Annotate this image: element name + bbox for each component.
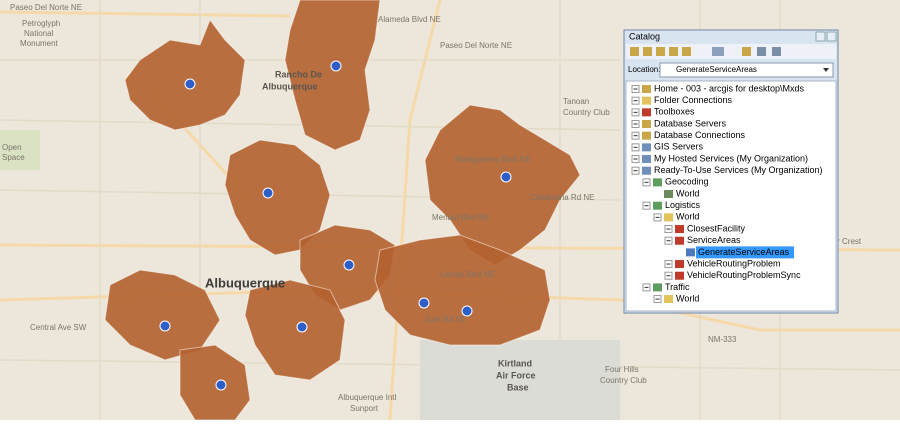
tree-icon xyxy=(664,295,673,304)
tree-item[interactable]: Geocoding xyxy=(665,177,709,187)
map-label: Central Ave SW xyxy=(30,323,87,332)
tree-icon xyxy=(642,166,651,175)
map-label: Menaul Blvd NE xyxy=(432,213,489,222)
view-button[interactable] xyxy=(712,47,724,56)
map-label: Air Force xyxy=(496,370,536,380)
map-label: Open xyxy=(2,143,22,152)
tree-icon xyxy=(653,283,662,292)
tree-item[interactable]: World xyxy=(676,293,699,303)
forward-button[interactable] xyxy=(643,47,652,56)
map-label: Albuquerque xyxy=(262,81,318,91)
service-areas xyxy=(104,0,581,421)
tree-icon xyxy=(642,120,651,129)
map-label: Paseo Del Norte NE xyxy=(440,41,512,50)
tree-icon xyxy=(675,271,684,280)
tree-item[interactable]: Folder Connections xyxy=(654,95,733,105)
map-label: Country Club xyxy=(600,376,647,385)
map-labels: Paseo Del Norte NE Petroglyph National M… xyxy=(2,3,862,413)
map-label: Lomas Blvd NE xyxy=(440,270,495,279)
tree-icon xyxy=(675,236,684,245)
tree-icon xyxy=(642,96,651,105)
up-button[interactable] xyxy=(656,47,665,56)
tree-icon xyxy=(675,225,684,234)
selection xyxy=(696,246,794,259)
map-label: Four Hills xyxy=(605,365,639,374)
map-label: National xyxy=(24,29,54,38)
map-label: Alameda Blvd NE xyxy=(378,15,441,24)
tree-item[interactable]: Ready-To-Use Services (My Organization) xyxy=(654,165,823,175)
toolbar xyxy=(626,44,836,59)
tree-icon xyxy=(642,85,651,93)
map-label: Albuquerque Intl xyxy=(338,393,396,402)
close-button[interactable] xyxy=(826,31,837,42)
tree-item[interactable]: VehicleRoutingProblem xyxy=(687,258,781,268)
tree-item[interactable]: Traffic xyxy=(665,282,690,292)
map-label: Base xyxy=(507,382,529,392)
tree-icon xyxy=(642,155,651,164)
airport-area xyxy=(420,340,620,420)
tree-icon xyxy=(642,108,651,117)
tree-item[interactable]: VehicleRoutingProblemSync xyxy=(687,270,801,280)
location-label: Location: xyxy=(628,65,660,74)
facilities xyxy=(159,60,512,391)
pin-button[interactable] xyxy=(815,31,826,42)
location-value: GenerateServiceAreas xyxy=(676,65,757,74)
tree-item[interactable]: My Hosted Services (My Organization) xyxy=(654,153,808,163)
map-label: Tanoan xyxy=(563,97,589,106)
options-button[interactable] xyxy=(757,47,766,56)
window-title: Catalog xyxy=(629,31,660,41)
tree-icon xyxy=(664,190,673,199)
toolbar-buttons xyxy=(630,47,781,56)
map-label: Sunport xyxy=(350,404,379,413)
open-space xyxy=(0,130,40,170)
tree-item[interactable]: World xyxy=(676,212,699,222)
tree-icon xyxy=(653,178,662,187)
tree-icon xyxy=(642,131,651,140)
map-label: Candelaria Rd NE xyxy=(530,193,594,202)
map-label: Paseo Del Norte NE xyxy=(10,3,82,12)
tree-item[interactable]: Toolboxes xyxy=(654,107,695,117)
tree-item[interactable]: Database Servers xyxy=(654,118,727,128)
location-box[interactable] xyxy=(659,62,834,78)
connect-button[interactable] xyxy=(682,47,691,56)
tree-icon xyxy=(653,201,662,210)
map-label: Montgomery Blvd NE xyxy=(455,155,531,164)
map-label: Monument xyxy=(20,39,59,48)
tree-icon xyxy=(675,260,684,269)
map-label: Cedar Crest xyxy=(818,237,862,246)
catalog-window: Catalog Location: GenerateServiceAreas H… xyxy=(623,29,839,314)
back-button[interactable] xyxy=(630,47,639,56)
map-label: Country Club xyxy=(563,108,610,117)
tree-item[interactable]: ClosestFacility xyxy=(687,223,746,233)
map-label: Zuni Rd SE xyxy=(425,315,466,324)
new-button[interactable] xyxy=(742,47,751,56)
tree-panel xyxy=(625,80,837,312)
help-button[interactable] xyxy=(772,47,781,56)
tree-item[interactable]: Database Connections xyxy=(654,130,746,140)
tree-item[interactable]: Logistics xyxy=(665,200,701,210)
tree-icon xyxy=(642,143,651,152)
map-label: NM-333 xyxy=(708,335,737,344)
catalog-tree: Home - 003 - arcgis for desktop\Mxds Fold… xyxy=(631,83,823,304)
tree-item[interactable]: Home - 003 - arcgis for desktop\Mxds xyxy=(654,83,805,93)
map-label: Albuquerque xyxy=(205,275,285,290)
map-label: Petroglyph xyxy=(22,19,60,28)
map-label: Space xyxy=(2,153,25,162)
map-label: Rancho De xyxy=(275,69,322,79)
tree-icon xyxy=(664,213,673,222)
map-label: Kirtland xyxy=(498,358,532,368)
home-button[interactable] xyxy=(669,47,678,56)
tree-item[interactable]: GIS Servers xyxy=(654,142,704,152)
tree-item[interactable]: ServiceAreas xyxy=(687,235,741,245)
tree-item[interactable]: GenerateServiceAreas xyxy=(698,247,790,257)
tree-icon xyxy=(686,248,695,257)
tree-item[interactable]: World xyxy=(676,188,699,198)
dropdown-arrow xyxy=(823,68,829,72)
